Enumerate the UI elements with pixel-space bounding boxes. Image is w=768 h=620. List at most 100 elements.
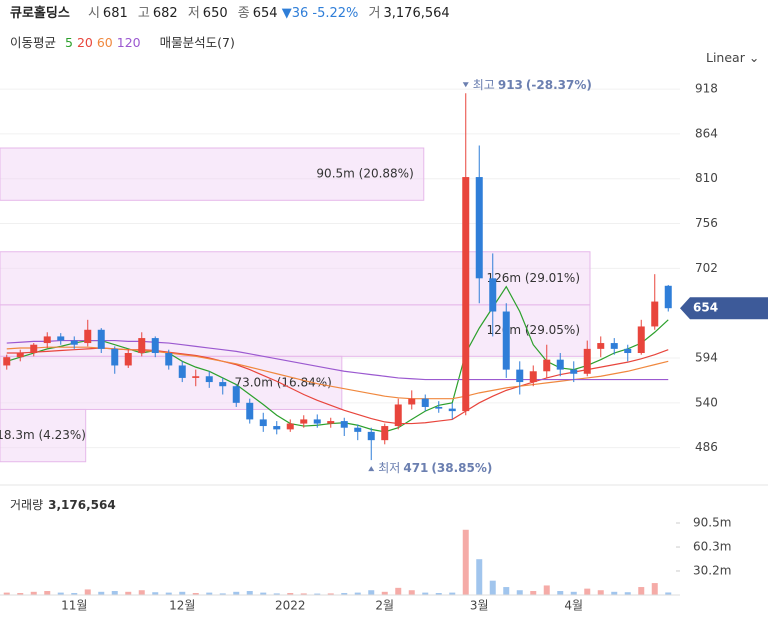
volume-bar [624, 592, 631, 595]
candle-body [367, 431, 375, 441]
quote-label: 거 [368, 6, 381, 21]
candle-body [219, 382, 227, 387]
volume-profile-label: 73.0m (16.84%) [234, 375, 331, 389]
volume-latest: 3,176,564 [48, 498, 116, 512]
candle-body [313, 419, 321, 424]
volume-bar [503, 587, 510, 595]
candle-body [394, 404, 402, 427]
volume-bar [273, 593, 280, 595]
volume-bar [462, 529, 469, 595]
extreme-annotation: 최고 913 (-28.37%) [462, 78, 592, 92]
indicator-legend[interactable]: 이동평균 5 20 60 120 매물분석도(7) [10, 32, 240, 51]
y-tick-label: 540 [695, 395, 718, 409]
y-tick-label: 756 [695, 216, 718, 230]
candle-body [570, 369, 578, 374]
volume-bar [368, 590, 375, 595]
volume-bar [557, 591, 564, 595]
y-tick-label: 702 [695, 261, 718, 275]
quote-label: 저 [187, 6, 200, 21]
volume-bar [341, 593, 348, 595]
annotation-value: 913 [498, 78, 523, 92]
volume-bar [570, 591, 577, 595]
moving-average-line [6, 339, 669, 381]
quote-label: 시 [87, 6, 100, 21]
annotation-text: 최저 471 (38.85%) [378, 461, 492, 475]
candle-body [57, 336, 65, 341]
y-tick-label: 594 [695, 350, 718, 364]
y-tick-label: 810 [695, 171, 718, 185]
volume-bar [435, 593, 442, 595]
volume-bar [300, 593, 307, 595]
volume-bar [84, 589, 91, 595]
candle-body [165, 353, 173, 366]
volume-bar [30, 591, 37, 595]
header: 큐로홀딩스 시 681 고 682 저 650 종 654 ▼36 -5.22% 거 3,… [10, 2, 450, 21]
volume-bar [17, 593, 24, 595]
candle-body [178, 365, 186, 378]
volume-bar [530, 591, 537, 595]
y-tick-label: 486 [695, 440, 718, 454]
candle-body [502, 311, 510, 370]
quote-value: 654 [252, 6, 278, 21]
stock-name: 큐로홀딩스 [10, 6, 70, 21]
candle-body [421, 398, 429, 407]
scale-mode: Linear [706, 50, 745, 65]
candle-body [340, 421, 348, 428]
volume-bar [489, 580, 496, 595]
legend-entry: 5 [65, 35, 73, 50]
ma-periods: 5 20 60 120 [65, 35, 145, 50]
change-pct: -5.22% [312, 6, 359, 21]
candle-body [70, 340, 78, 345]
candle-body [300, 419, 308, 424]
volume-bar [192, 593, 199, 595]
change: ▼36 [281, 6, 309, 21]
price-tag [680, 297, 768, 320]
volume-profile-label: 90.5m (20.88%) [316, 167, 413, 181]
quote-value: 3,176,564 [383, 6, 450, 21]
candle-body [43, 336, 51, 344]
candle-body [124, 353, 132, 366]
volume-bar [206, 592, 213, 595]
scale-toggle[interactable]: Linear ⌄ [706, 50, 760, 65]
volume-bar [422, 592, 429, 595]
profile-label[interactable]: 매물분석도(7) [159, 35, 235, 50]
quote-value: 682 [152, 6, 178, 21]
candle-body [624, 348, 632, 354]
candle-body [232, 386, 240, 403]
candle-body [543, 359, 551, 372]
volume-bar [543, 585, 550, 595]
candle-body [138, 338, 146, 354]
candle-body [111, 348, 119, 366]
volume-bar [71, 593, 78, 595]
candle-body [583, 348, 591, 374]
candle-body [246, 402, 254, 420]
volume-bar [138, 590, 145, 595]
annotation-value: 471 [403, 461, 428, 475]
annotation-change: (-28.37%) [526, 78, 592, 92]
volume-bar [665, 592, 672, 595]
candle-body [597, 343, 605, 349]
volume-bar [98, 591, 105, 595]
quote-value: 650 [202, 6, 228, 21]
candle-body [462, 177, 470, 412]
x-tick-label: 2월 [375, 599, 394, 613]
x-tick-label: 2022 [275, 599, 306, 613]
volume-bar [611, 591, 618, 595]
volume-bar [3, 592, 10, 595]
candle-body [273, 426, 281, 430]
legend-entry: 20 [76, 35, 93, 50]
volume-bar [246, 591, 253, 595]
y-tick-label: 864 [695, 126, 718, 140]
candle-body [489, 278, 497, 312]
volume-profile-band [0, 408, 87, 463]
candle-body [408, 398, 416, 405]
volume-tick-label: 90.5m [693, 516, 731, 530]
candle-body [205, 376, 213, 383]
candle-body [381, 426, 389, 441]
volume-bar [476, 559, 483, 595]
candle-body [97, 329, 105, 349]
candle-body [610, 343, 618, 349]
volume-bar [584, 588, 591, 595]
candle-body [354, 427, 362, 432]
